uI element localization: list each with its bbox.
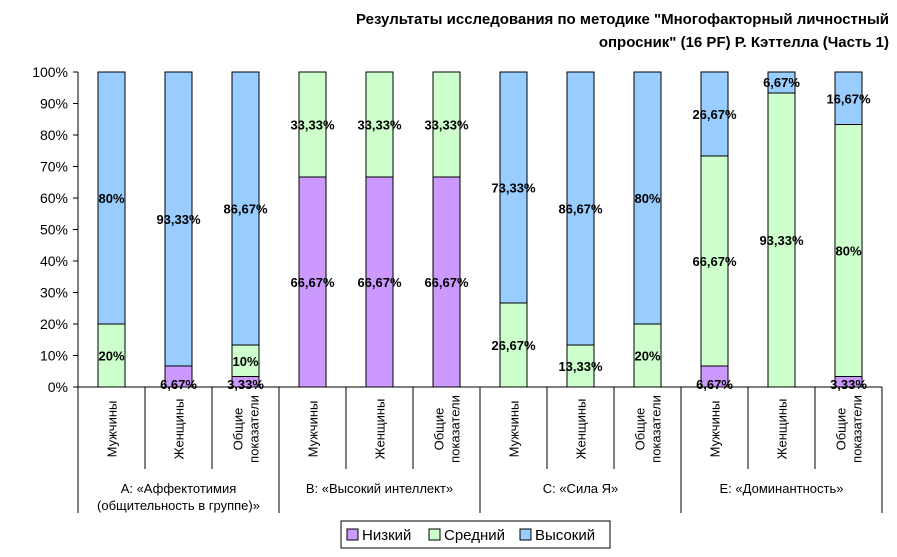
bar-segment-Низкий — [432, 176, 461, 388]
category-label: показатели — [850, 395, 865, 463]
category-label: Общие — [834, 408, 849, 451]
data-label: 93,33% — [156, 212, 201, 227]
legend-box — [340, 520, 611, 549]
y-tick-label: 40% — [40, 253, 68, 269]
bar-segment-Средний — [432, 71, 461, 178]
category-label: Общие — [633, 408, 648, 451]
data-label: 10% — [232, 354, 258, 369]
bar-segment-Высокий — [834, 71, 863, 126]
legend-label: Низкий — [362, 527, 411, 544]
legend-swatch-Высокий — [519, 528, 532, 541]
data-label: 86,67% — [558, 202, 603, 217]
data-label: 93,33% — [759, 233, 804, 248]
data-label: 66,67% — [424, 275, 469, 290]
y-tick-label: 10% — [40, 348, 68, 364]
group-label: A: «Аффектотимия — [121, 481, 237, 496]
legend-swatch-Низкий — [346, 528, 359, 541]
bar-segment-Средний — [499, 302, 528, 388]
category-label: Мужчины — [105, 401, 120, 458]
category-label: Женщины — [574, 399, 589, 460]
data-label: 86,67% — [223, 202, 268, 217]
category-label: Общие — [231, 408, 246, 451]
data-label: 26,67% — [491, 338, 536, 353]
group-label: (общительность в группе)» — [97, 498, 260, 513]
bar-segment-Низкий — [365, 176, 394, 388]
data-label: 73,33% — [491, 180, 536, 195]
data-label: 33,33% — [290, 117, 335, 132]
category-label: Женщины — [373, 399, 388, 460]
chart-title-line: опросник" (16 PF) Р. Кэттелла (Часть 1) — [599, 34, 889, 51]
legend-swatch-Средний — [428, 528, 441, 541]
data-label: 26,67% — [692, 107, 737, 122]
bar-segment-Средний — [834, 124, 863, 378]
bar-segment-Высокий — [767, 71, 796, 94]
data-label: 66,67% — [357, 275, 402, 290]
category-label: показатели — [649, 395, 664, 463]
data-label: 80% — [634, 191, 660, 206]
data-label: 33,33% — [357, 117, 402, 132]
group-label: B: «Высокий интеллект» — [306, 481, 453, 496]
group-label: C: «Сила Я» — [543, 481, 619, 496]
bar-segment-Средний — [97, 323, 126, 388]
y-tick-label: 50% — [40, 222, 68, 238]
y-tick-label: 100% — [32, 64, 68, 80]
y-tick-label: 80% — [40, 127, 68, 143]
data-label: 13,33% — [558, 359, 603, 374]
y-tick-label: 70% — [40, 159, 68, 175]
data-label: 80% — [98, 191, 124, 206]
data-label: 66,67% — [290, 275, 335, 290]
bar-segment-Высокий — [700, 71, 729, 157]
group-label: E: «Доминантность» — [720, 481, 844, 496]
category-label: Мужчины — [306, 401, 321, 458]
y-tick-label: 90% — [40, 96, 68, 112]
bar-segment-Высокий — [499, 71, 528, 304]
data-label: 80% — [835, 244, 861, 259]
bar-segment-Средний — [700, 155, 729, 367]
category-label: Мужчины — [507, 401, 522, 458]
bar-segment-Средний — [365, 71, 394, 178]
bar-segment-Средний — [298, 71, 327, 178]
category-label: показатели — [448, 395, 463, 463]
bar-segment-Низкий — [298, 176, 327, 388]
y-tick-label: 30% — [40, 285, 68, 301]
bar-segment-Средний — [566, 344, 595, 388]
category-label: Женщины — [172, 399, 187, 460]
data-label: 33,33% — [424, 117, 469, 132]
category-label: Общие — [432, 408, 447, 451]
y-tick-label: 0% — [48, 379, 68, 395]
bar-segment-Высокий — [566, 71, 595, 346]
data-label: 20% — [98, 349, 124, 364]
data-label: 6,67% — [160, 377, 197, 392]
category-label: Женщины — [775, 399, 790, 460]
bar-segment-Высокий — [97, 71, 126, 325]
data-label: 3,33% — [830, 377, 867, 392]
bar-segment-Высокий — [633, 71, 662, 325]
data-label: 66,67% — [692, 254, 737, 269]
bar-segment-Средний — [767, 92, 796, 388]
data-label: 16,67% — [826, 91, 871, 106]
legend-label: Высокий — [535, 527, 595, 544]
data-label: 6,67% — [696, 377, 733, 392]
data-label: 6,67% — [763, 75, 800, 90]
bar-segment-Средний — [231, 344, 260, 378]
bar-segment-Высокий — [164, 71, 193, 367]
data-label: 20% — [634, 349, 660, 364]
y-tick-label: 20% — [40, 316, 68, 332]
data-label: 3,33% — [227, 377, 264, 392]
category-label: показатели — [247, 395, 262, 463]
chart-title-line: Результаты исследования по методике "Мно… — [356, 11, 889, 28]
bar-segment-Высокий — [231, 71, 260, 346]
legend-label: Средний — [444, 527, 505, 544]
y-tick-label: 60% — [40, 190, 68, 206]
category-label: Мужчины — [708, 401, 723, 458]
bar-segment-Средний — [633, 323, 662, 388]
